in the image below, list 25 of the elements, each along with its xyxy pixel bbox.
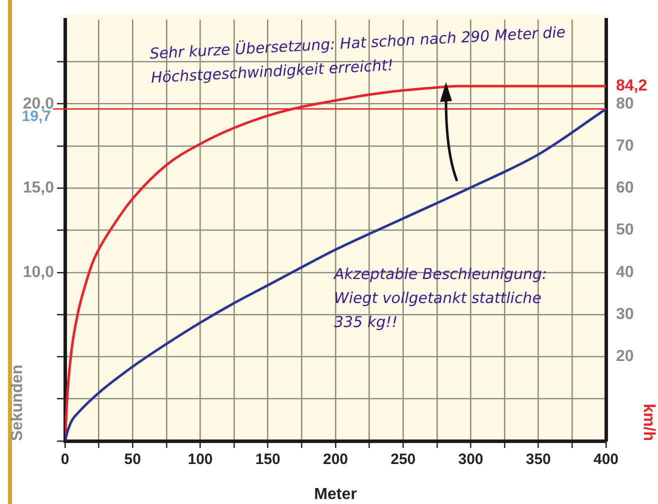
x-axis-title: Meter: [314, 486, 357, 503]
x-tick-label: 250: [390, 451, 416, 468]
annotation: Sehr kurze Übersetzung: Hat schon nach 290 Meter die Höchstgeschwindigkeit erreicht!: [149, 22, 567, 89]
annotation: Akzeptable Beschleunigung: Wiegt vollgetankt stattliche 335 kg!!: [334, 264, 548, 333]
x-tick-label: 50: [124, 451, 141, 468]
y2-tick-label: 50: [616, 222, 634, 239]
y-axis-title: Sekunden: [9, 364, 26, 441]
x-tick-label: 200: [322, 451, 348, 468]
y2-tick-label: 30: [616, 306, 634, 323]
y2-axis-title: km/h: [640, 404, 657, 441]
x-tick-label: 0: [60, 451, 70, 468]
y2-tick-label: 70: [616, 137, 634, 154]
y-tick-label: 15,0: [22, 180, 54, 197]
x-tick-label: 300: [458, 451, 484, 468]
y2-tick-label: 84,2: [616, 78, 648, 95]
y2-tick-label: 60: [616, 180, 634, 197]
y2-tick-label: 80: [616, 95, 634, 112]
x-tick-label: 350: [526, 451, 551, 468]
x-tick-label: 400: [593, 451, 619, 468]
y-tick-label: 10,0: [22, 264, 54, 281]
y2-tick-label: 20: [616, 348, 634, 366]
x-tick-label: 100: [188, 451, 213, 468]
y2-tick-label: 40: [616, 264, 634, 281]
y-tick-label: 20,0: [22, 95, 54, 112]
x-tick-label: 150: [255, 451, 280, 468]
